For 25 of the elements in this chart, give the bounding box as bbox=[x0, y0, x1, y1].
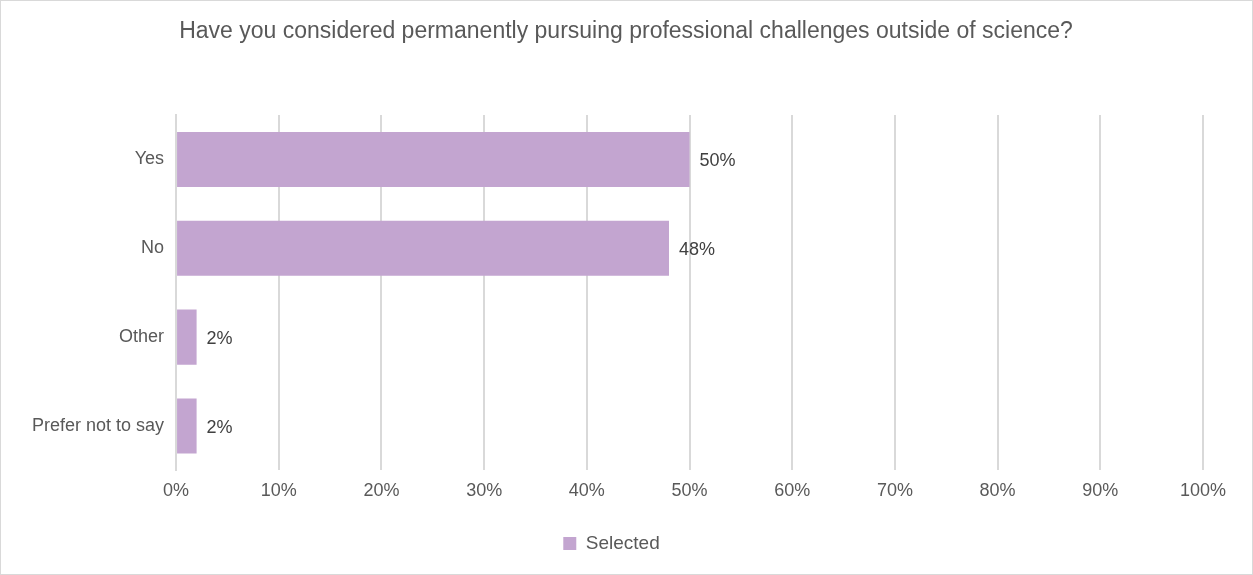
x-tick-label: 30% bbox=[466, 480, 503, 501]
x-tick-label: 40% bbox=[568, 480, 605, 501]
text: 50% bbox=[699, 150, 736, 171]
x-tick-label: 10% bbox=[260, 480, 297, 501]
bar bbox=[177, 131, 690, 187]
legend-label: Selected bbox=[585, 531, 660, 553]
y-tick-label: Prefer not to say bbox=[31, 414, 165, 435]
x-tick-label: 100% bbox=[1179, 480, 1227, 501]
y-tick-label: Yes bbox=[134, 148, 165, 169]
x-tick-label: 80% bbox=[979, 480, 1016, 501]
text: 2% bbox=[206, 328, 233, 349]
text: 2% bbox=[206, 416, 233, 437]
x-tick-label: 20% bbox=[363, 480, 400, 501]
bar bbox=[177, 220, 669, 276]
x-tick-label: 90% bbox=[1082, 480, 1119, 501]
bar bbox=[177, 309, 197, 365]
text: 48% bbox=[678, 239, 716, 260]
bar bbox=[177, 398, 197, 454]
x-tick-label: 70% bbox=[876, 480, 913, 501]
y-tick-label: No bbox=[141, 237, 165, 258]
x-tick-label: 0% bbox=[163, 480, 190, 501]
y-tick-label: Other bbox=[119, 326, 165, 347]
x-tick-label: 60% bbox=[774, 480, 811, 501]
chart-title: Have you considered permanently pursuing professional challenges outside of science? bbox=[178, 16, 1074, 45]
x-tick-label: 50% bbox=[671, 480, 708, 501]
